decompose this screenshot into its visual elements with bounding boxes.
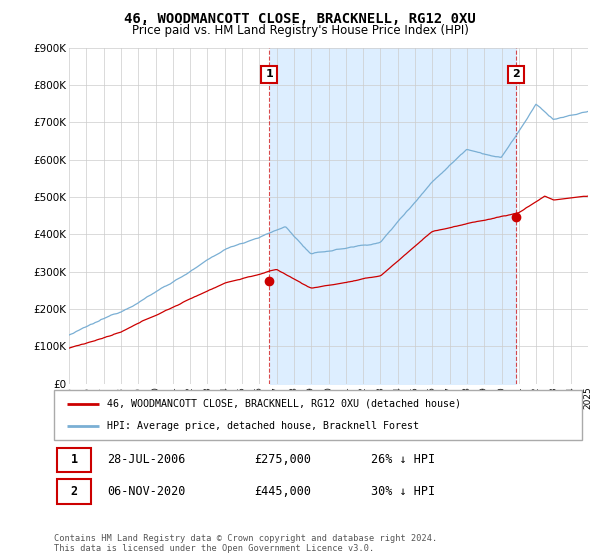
Text: 2: 2 [71, 485, 77, 498]
Text: Price paid vs. HM Land Registry's House Price Index (HPI): Price paid vs. HM Land Registry's House … [131, 24, 469, 36]
Text: 26% ↓ HPI: 26% ↓ HPI [371, 453, 435, 466]
Text: 1: 1 [71, 453, 77, 466]
Text: 30% ↓ HPI: 30% ↓ HPI [371, 485, 435, 498]
Text: Contains HM Land Registry data © Crown copyright and database right 2024.
This d: Contains HM Land Registry data © Crown c… [54, 534, 437, 553]
FancyBboxPatch shape [56, 447, 91, 472]
FancyBboxPatch shape [54, 390, 582, 440]
Text: £445,000: £445,000 [254, 485, 311, 498]
Text: 1: 1 [265, 69, 273, 80]
Text: 46, WOODMANCOTT CLOSE, BRACKNELL, RG12 0XU (detached house): 46, WOODMANCOTT CLOSE, BRACKNELL, RG12 0… [107, 399, 461, 409]
Text: 46, WOODMANCOTT CLOSE, BRACKNELL, RG12 0XU: 46, WOODMANCOTT CLOSE, BRACKNELL, RG12 0… [124, 12, 476, 26]
Text: £275,000: £275,000 [254, 453, 311, 466]
Text: 06-NOV-2020: 06-NOV-2020 [107, 485, 185, 498]
Text: 28-JUL-2006: 28-JUL-2006 [107, 453, 185, 466]
Text: 2: 2 [512, 69, 520, 80]
FancyBboxPatch shape [56, 479, 91, 504]
Text: HPI: Average price, detached house, Bracknell Forest: HPI: Average price, detached house, Brac… [107, 421, 419, 431]
